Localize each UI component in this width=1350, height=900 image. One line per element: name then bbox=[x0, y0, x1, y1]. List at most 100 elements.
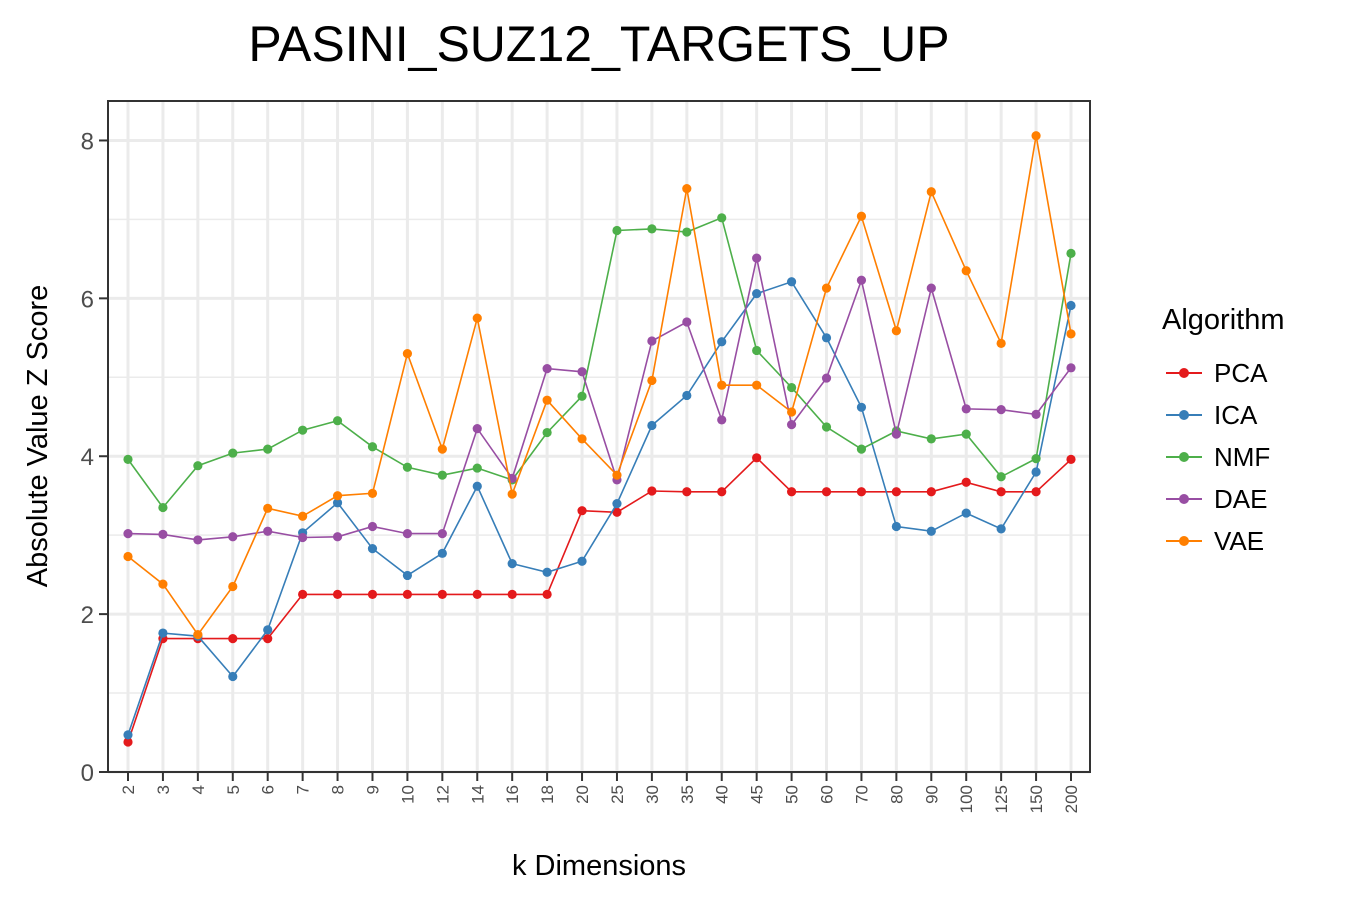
x-tick-label: 80 bbox=[887, 785, 906, 804]
legend-item-pca: PCA bbox=[1162, 352, 1285, 394]
data-point-pca bbox=[926, 487, 936, 497]
y-tick-label: 6 bbox=[81, 286, 94, 313]
data-point-vae bbox=[752, 380, 762, 390]
data-point-nmf bbox=[1031, 454, 1041, 464]
legend: Algorithm PCA ICA NMF DAE VAE bbox=[1162, 302, 1285, 562]
data-point-dae bbox=[332, 532, 343, 542]
data-point-nmf bbox=[1066, 248, 1076, 258]
data-point-pca bbox=[472, 589, 482, 599]
chart-title: PASINI_SUZ12_TARGETS_UP bbox=[248, 16, 950, 72]
x-tick-label: 100 bbox=[957, 785, 976, 813]
x-tick-label: 16 bbox=[503, 785, 522, 804]
series-dae bbox=[123, 253, 1076, 545]
data-point-pca bbox=[228, 633, 238, 644]
data-point-dae bbox=[891, 429, 901, 439]
data-point-ica bbox=[542, 567, 552, 577]
data-point-nmf bbox=[612, 225, 622, 236]
series-ica bbox=[123, 277, 1076, 740]
data-point-vae bbox=[367, 488, 378, 498]
x-tick-label: 8 bbox=[329, 785, 348, 794]
legend-key-point bbox=[1179, 452, 1189, 462]
data-point-vae bbox=[786, 407, 797, 417]
data-point-dae bbox=[1031, 409, 1041, 419]
x-tick-label: 90 bbox=[922, 785, 941, 804]
data-point-ica bbox=[961, 508, 971, 518]
data-point-ica bbox=[612, 499, 622, 509]
data-point-vae bbox=[332, 491, 343, 501]
x-tick-label: 2 bbox=[119, 785, 138, 794]
series-nmf bbox=[123, 213, 1076, 513]
data-point-ica bbox=[752, 289, 762, 299]
x-tick-label: 7 bbox=[294, 785, 313, 794]
legend-key bbox=[1162, 531, 1206, 551]
data-point-dae bbox=[437, 528, 447, 539]
data-point-nmf bbox=[647, 224, 657, 234]
data-point-vae bbox=[158, 579, 168, 589]
data-point-dae bbox=[856, 275, 867, 285]
data-point-nmf bbox=[786, 382, 797, 393]
data-point-nmf bbox=[996, 472, 1006, 482]
data-point-pca bbox=[367, 589, 378, 599]
data-point-nmf bbox=[752, 345, 762, 356]
legend-item-vae: VAE bbox=[1162, 520, 1285, 562]
x-tick-label: 200 bbox=[1062, 785, 1081, 813]
data-point-vae bbox=[1031, 131, 1041, 141]
data-point-pca bbox=[717, 487, 727, 497]
data-point-pca bbox=[961, 477, 971, 487]
data-point-vae bbox=[228, 581, 238, 592]
data-point-nmf bbox=[577, 391, 587, 401]
x-tick-label: 5 bbox=[224, 785, 243, 794]
data-point-vae bbox=[821, 283, 832, 293]
legend-key-point bbox=[1179, 536, 1189, 546]
x-tick-label: 40 bbox=[713, 785, 732, 804]
y-tick-label: 8 bbox=[81, 128, 94, 155]
x-tick-label: 125 bbox=[992, 785, 1011, 813]
data-point-dae bbox=[472, 424, 482, 434]
data-point-pca bbox=[437, 589, 447, 599]
x-tick-label: 20 bbox=[573, 785, 592, 804]
data-point-vae bbox=[856, 211, 867, 221]
data-point-nmf bbox=[367, 442, 378, 452]
data-point-dae bbox=[542, 364, 552, 374]
data-point-dae bbox=[402, 528, 413, 539]
x-tick-label: 150 bbox=[1027, 785, 1046, 813]
data-point-dae bbox=[926, 283, 936, 293]
data-point-vae bbox=[577, 434, 587, 444]
x-tick-label: 25 bbox=[608, 785, 627, 804]
data-point-dae bbox=[786, 420, 797, 430]
data-point-vae bbox=[472, 313, 482, 323]
y-tick-label: 0 bbox=[81, 760, 94, 787]
data-point-vae bbox=[263, 503, 273, 513]
legend-label: NMF bbox=[1214, 441, 1271, 472]
x-tick-label: 14 bbox=[468, 785, 487, 804]
x-tick-label: 12 bbox=[433, 785, 452, 804]
data-point-pca bbox=[647, 486, 657, 496]
data-point-dae bbox=[228, 532, 238, 542]
x-tick-label: 35 bbox=[678, 785, 697, 804]
legend-item-ica: ICA bbox=[1162, 394, 1285, 436]
series-line-ica bbox=[127, 280, 1072, 736]
series-lines bbox=[123, 131, 1076, 747]
x-tick-label: 60 bbox=[818, 785, 837, 804]
legend-label: VAE bbox=[1214, 525, 1265, 556]
data-point-ica bbox=[996, 524, 1006, 534]
x-tick-label: 70 bbox=[852, 785, 871, 804]
x-axis-title: k Dimensions bbox=[512, 850, 686, 882]
data-point-ica bbox=[717, 337, 727, 347]
legend-key bbox=[1162, 447, 1206, 467]
legend-key bbox=[1162, 489, 1206, 509]
series-line-pca bbox=[127, 456, 1072, 743]
x-tick-label: 3 bbox=[154, 785, 173, 794]
data-point-nmf bbox=[682, 227, 692, 237]
data-point-nmf bbox=[402, 462, 413, 472]
data-point-pca bbox=[856, 487, 867, 497]
data-point-ica bbox=[821, 333, 832, 343]
data-point-nmf bbox=[821, 422, 832, 432]
data-point-pca bbox=[1066, 454, 1076, 464]
data-point-dae bbox=[263, 526, 273, 536]
legend-item-nmf: NMF bbox=[1162, 436, 1285, 478]
data-point-vae bbox=[1066, 329, 1076, 339]
data-point-vae bbox=[682, 184, 692, 194]
series-line-vae bbox=[127, 135, 1072, 636]
y-tick-label: 4 bbox=[81, 444, 94, 471]
